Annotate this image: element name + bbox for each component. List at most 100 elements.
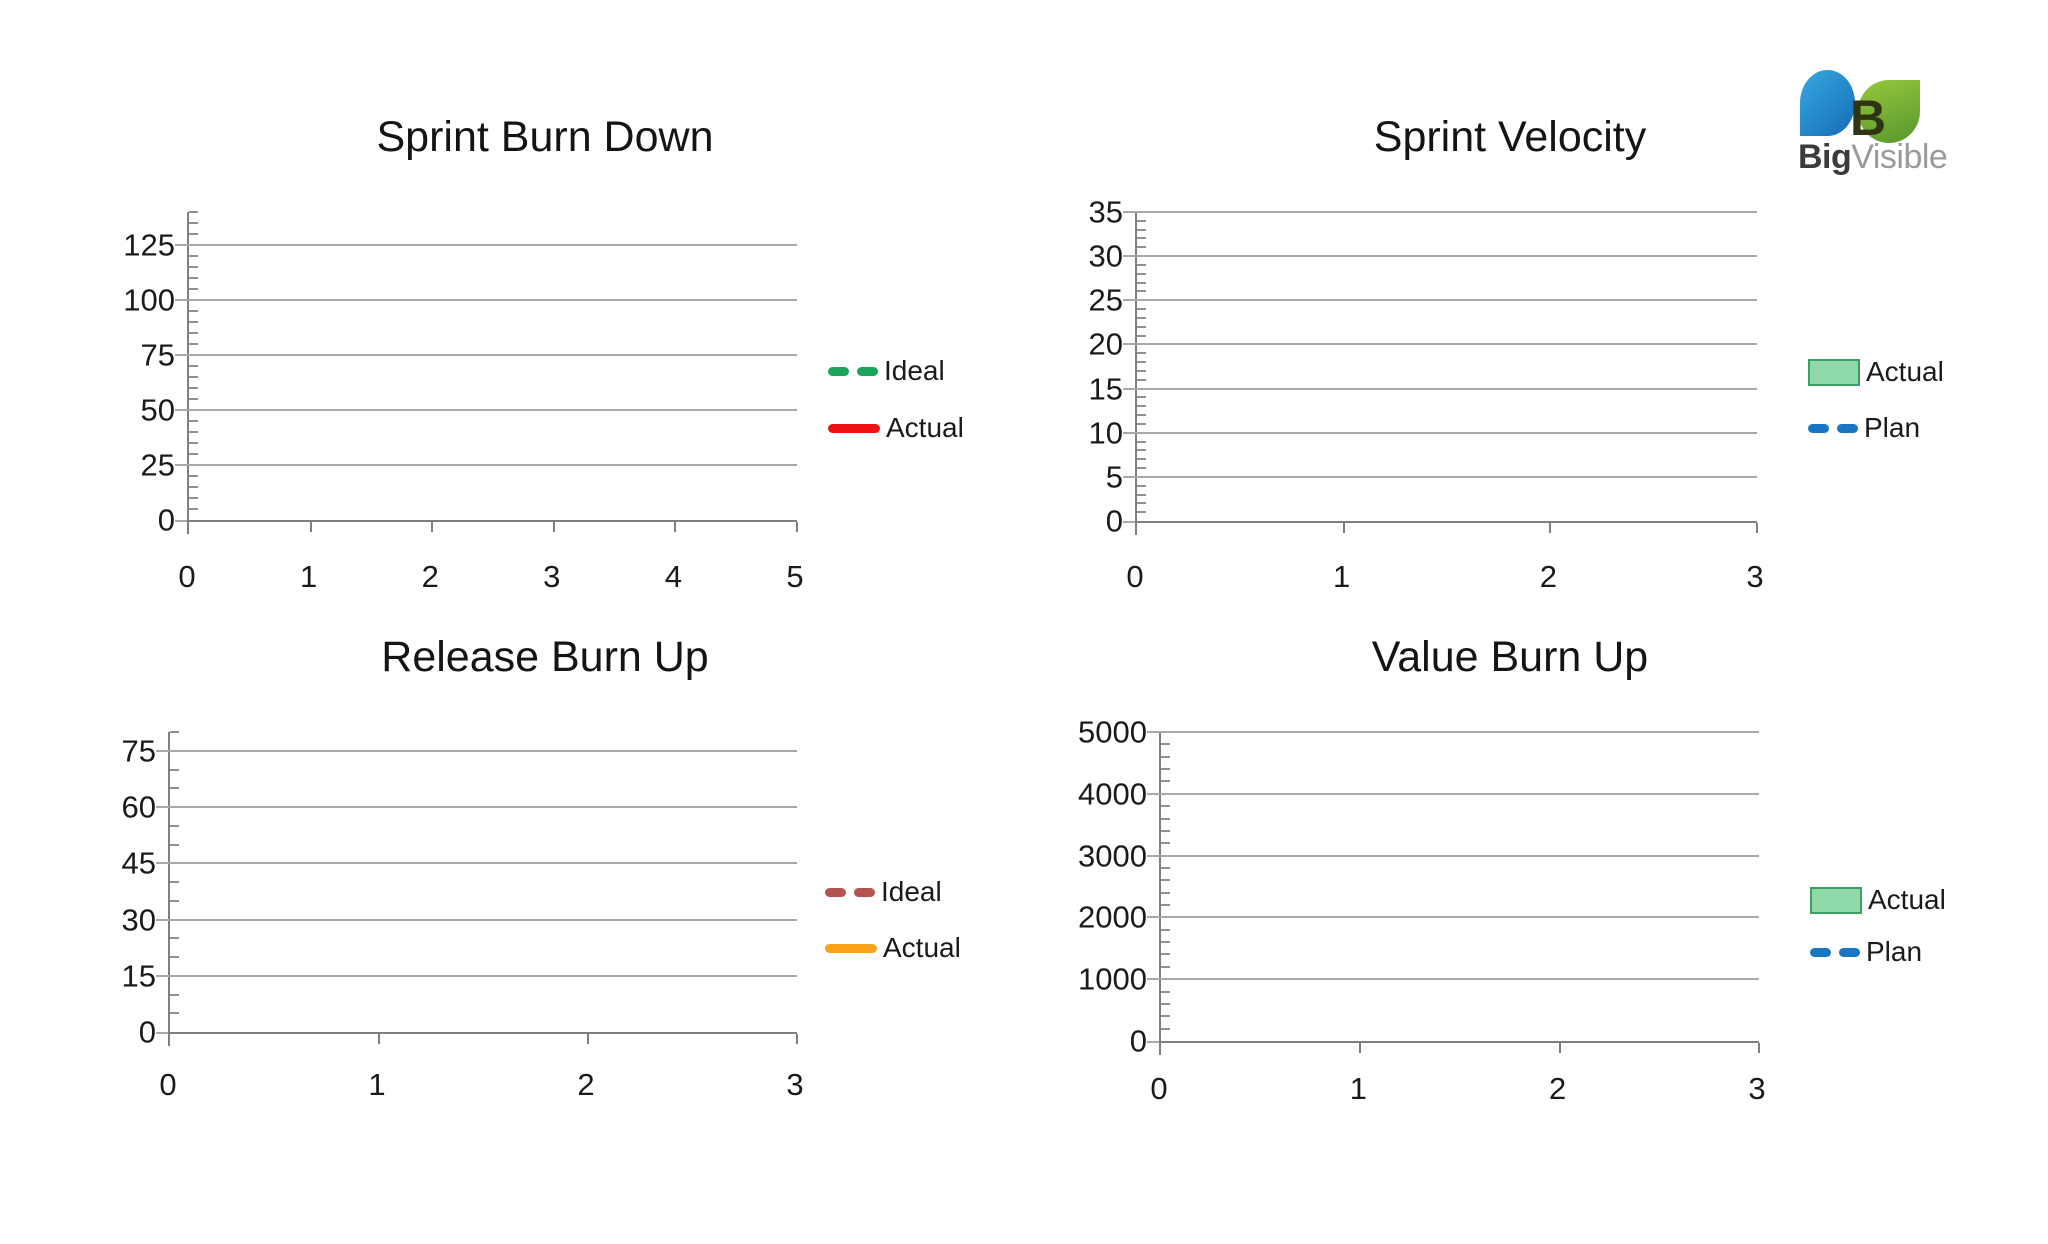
legend-label: Plan: [1864, 412, 1921, 443]
y-minor-tick: [189, 431, 198, 433]
y-minor-tick: [189, 365, 198, 367]
y-tick-label: 50: [140, 392, 175, 428]
y-tick-label: 75: [140, 337, 175, 373]
y-tick-label: 10: [1088, 415, 1123, 451]
y-minor-tick: [189, 343, 198, 345]
gridline: [1123, 299, 1757, 302]
y-minor-tick: [1137, 228, 1146, 231]
x-axis-tick: [1342, 523, 1345, 533]
x-axis-tick: [1549, 523, 1552, 533]
y-minor-tick: [1161, 1027, 1170, 1030]
y-minor-tick: [1161, 829, 1170, 832]
y-minor-tick: [170, 881, 179, 883]
bigvisible-logo: B BigVisible: [1798, 56, 1968, 186]
y-minor-tick: [1161, 965, 1170, 968]
legend-dash-marker-icon: [825, 887, 875, 897]
plot-area: [1147, 731, 1760, 1055]
legend-label: Actual: [1868, 884, 1946, 915]
y-minor-tick: [1137, 272, 1146, 275]
dash-segment: [1808, 423, 1829, 433]
y-minor-tick: [1161, 780, 1170, 783]
y-minor-tick: [1137, 414, 1146, 417]
gridline: [175, 244, 797, 246]
x-axis-tick: [378, 1034, 380, 1044]
y-minor-tick: [189, 508, 198, 510]
y-tick-label: 20: [1088, 326, 1123, 362]
y-minor-tick: [1137, 290, 1146, 293]
y-minor-tick: [170, 956, 179, 958]
y-tick-label: 60: [121, 789, 156, 825]
chart-title: Sprint Velocity: [1373, 113, 1647, 161]
y-minor-tick: [170, 824, 179, 827]
legend-dash-marker-icon: [828, 366, 878, 376]
y-minor-tick: [1137, 493, 1146, 496]
y-minor-tick: [1137, 511, 1146, 514]
y-tick-label: 0: [157, 502, 175, 538]
y-tick-label: 0: [1129, 1023, 1147, 1059]
legend-line-marker-icon: [825, 943, 877, 953]
y-axis-labels: 0 15 30 45 60 75: [48, 732, 156, 1047]
gridline: [156, 749, 797, 752]
y-tick-label: 75: [121, 733, 156, 769]
legend-dash-marker-icon: [1808, 423, 1858, 433]
gridline: [175, 299, 797, 301]
dash-segment: [828, 366, 849, 376]
y-minor-tick: [189, 419, 198, 422]
y-minor-tick: [1161, 842, 1170, 845]
y-minor-tick: [189, 453, 198, 455]
y-minor-tick: [189, 496, 198, 499]
y-minor-tick: [1137, 352, 1146, 355]
y-minor-tick: [170, 768, 179, 771]
x-tick-label: 3: [543, 559, 561, 594]
y-minor-tick: [1137, 369, 1146, 372]
y-minor-tick: [1137, 502, 1146, 505]
y-minor-tick: [1161, 1015, 1170, 1018]
logo-wordmark-bold: Big: [1798, 138, 1852, 176]
gridline: [1123, 255, 1757, 258]
y-minor-tick: [1137, 440, 1146, 443]
y-minor-tick: [1161, 755, 1170, 758]
x-axis-tick: [796, 522, 798, 532]
y-minor-tick: [1137, 246, 1146, 249]
x-tick-label: 5: [786, 559, 804, 594]
x-axis-tick: [674, 522, 677, 532]
y-tick-label: 2000: [1078, 899, 1147, 935]
x-tick-label: 1: [299, 559, 318, 594]
x-axis-tick: [552, 522, 555, 532]
y-minor-tick: [170, 787, 179, 790]
gridline: [1147, 854, 1759, 857]
y-tick-label: 5: [1105, 459, 1123, 495]
chart-title: Sprint Burn Down: [376, 113, 714, 161]
x-axis-tick: [796, 1034, 798, 1044]
legend-item: Ideal: [825, 872, 961, 912]
y-tick-label: 4000: [1078, 776, 1147, 812]
legend: Ideal Actual: [828, 351, 964, 465]
y-minor-tick: [1137, 308, 1146, 311]
x-tick-label: 1: [1333, 559, 1351, 594]
y-tick-label: 45: [121, 845, 156, 881]
x-axis-labels: 0 1 2 3: [1126, 556, 1763, 600]
legend-label: Plan: [1866, 936, 1923, 967]
x-tick-label: 0: [1126, 559, 1144, 594]
x-tick-label: 1: [368, 1067, 386, 1102]
y-minor-tick: [1137, 405, 1146, 408]
y-minor-tick: [170, 731, 179, 733]
y-tick-label: 15: [1088, 371, 1123, 407]
legend-label: Ideal: [884, 355, 945, 386]
y-minor-tick: [1137, 237, 1146, 240]
y-minor-tick: [189, 277, 198, 279]
y-minor-tick: [1137, 316, 1146, 319]
gridline: [1147, 978, 1759, 981]
y-tick-label: 3000: [1078, 838, 1147, 874]
legend-label: Actual: [886, 412, 964, 443]
gridline: [1123, 211, 1757, 213]
y-minor-tick: [189, 376, 198, 378]
gridline: [175, 353, 797, 356]
y-tick-label: 30: [121, 902, 156, 937]
x-tick-label: 3: [1748, 1071, 1766, 1106]
dash-segment: [854, 887, 875, 897]
y-minor-tick: [189, 255, 198, 257]
x-tick-label: 4: [664, 559, 683, 594]
y-minor-tick: [1137, 325, 1146, 328]
dash-segment: [1810, 947, 1831, 957]
